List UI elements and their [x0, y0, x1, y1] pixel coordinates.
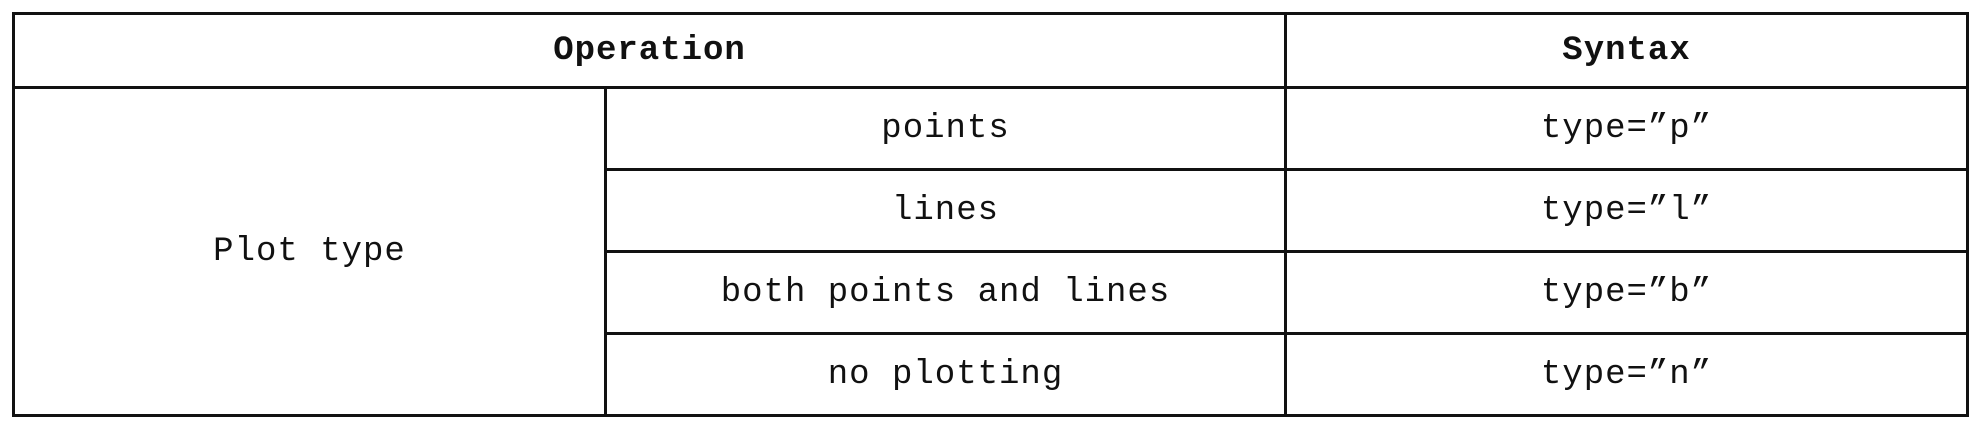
- operation-cell: points: [603, 86, 1288, 171]
- table-row: no plotting type=”n”: [14, 332, 1970, 417]
- header-row: Operation Syntax: [11, 12, 1970, 89]
- syntax-cell: type=”b”: [1284, 250, 1970, 335]
- syntax-cell: type=”l”: [1284, 168, 1970, 253]
- header-operation: Operation: [11, 12, 1288, 89]
- plot-type-reference-table: Operation Syntax Plot type points type=”…: [11, 12, 1970, 417]
- syntax-cell: type=”n”: [1284, 332, 1970, 417]
- syntax-cell: type=”p”: [1284, 86, 1970, 171]
- table-row: lines type=”l”: [14, 168, 1970, 253]
- header-syntax: Syntax: [1284, 12, 1970, 89]
- table-row: Plot type points type=”p”: [12, 86, 1970, 417]
- table-row: both points and lines type=”b”: [14, 250, 1970, 335]
- operation-cell: lines: [603, 168, 1288, 253]
- operation-cell: both points and lines: [603, 250, 1288, 335]
- operation-cell: no plotting: [603, 332, 1288, 417]
- group-label-plot-type: Plot type: [12, 86, 607, 417]
